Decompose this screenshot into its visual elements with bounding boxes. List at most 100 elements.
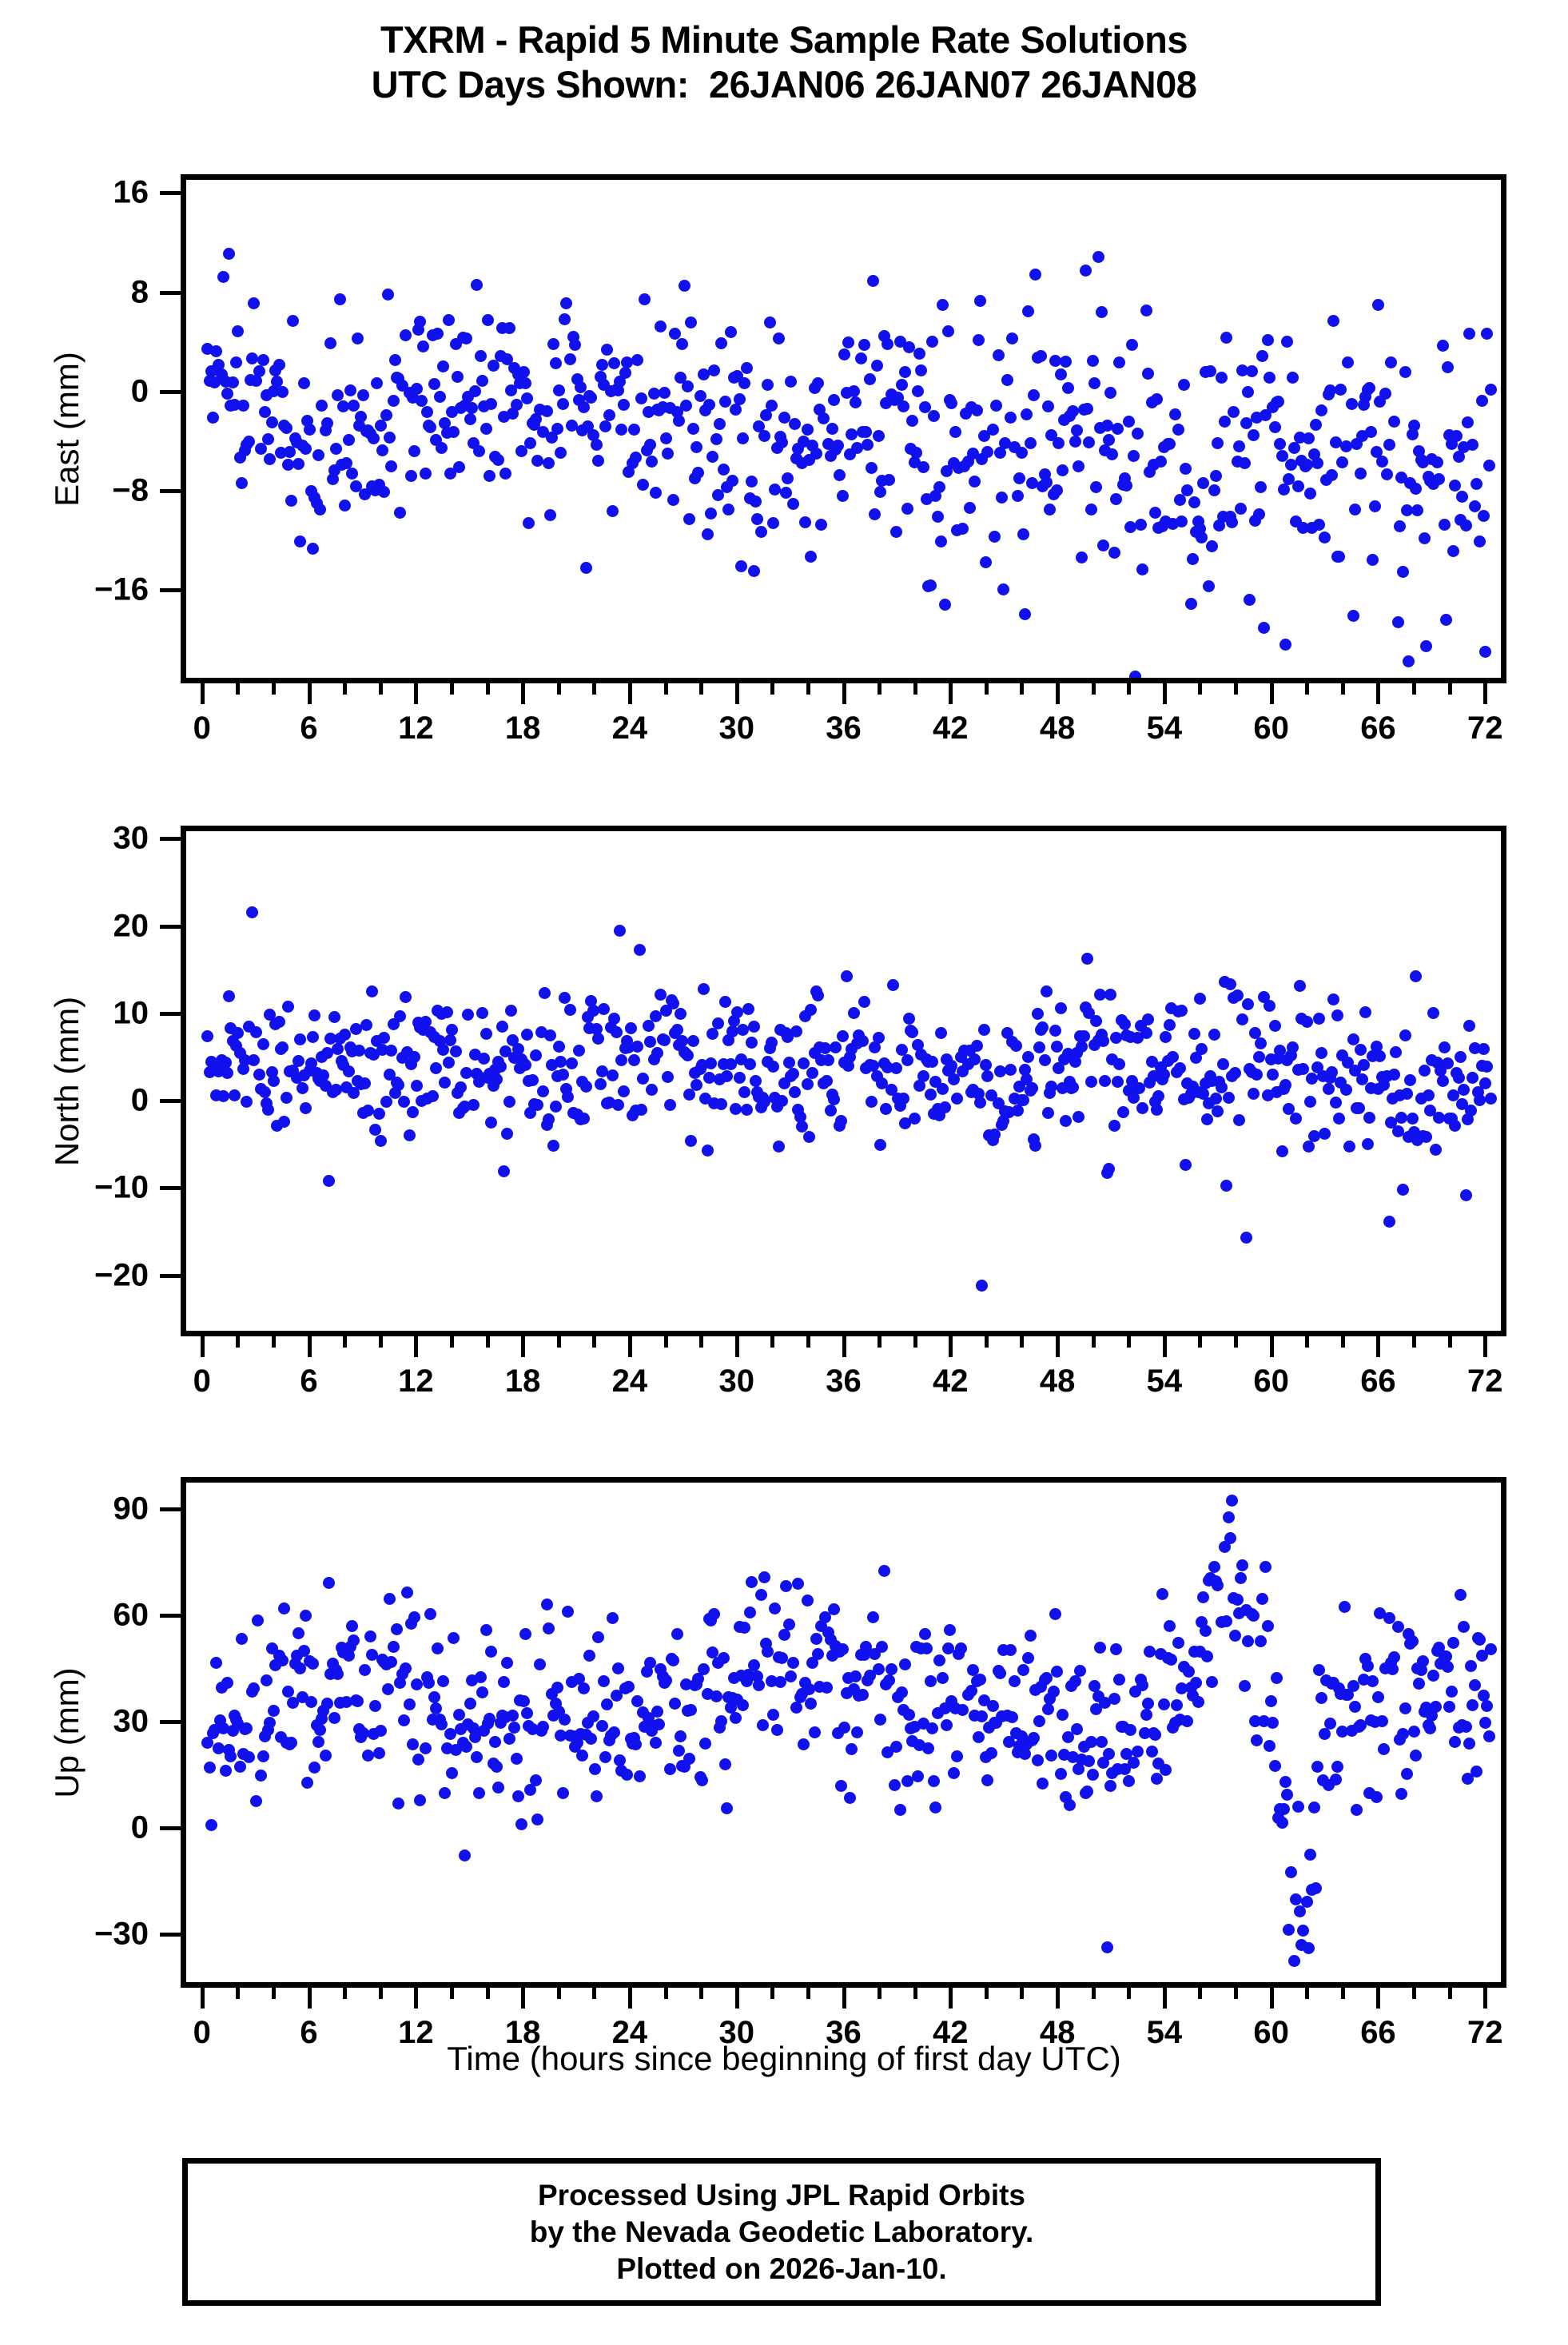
x-tick-north-62 (1305, 1336, 1310, 1348)
y-tick-label-north-20: 20 (113, 908, 149, 944)
x-tick-north-36 (842, 1336, 846, 1357)
x-tick-up-20 (556, 1988, 561, 1999)
x-tick-north-52 (1127, 1336, 1132, 1348)
x-tick-up-18 (521, 1988, 526, 2009)
x-tick-north-54 (1162, 1336, 1167, 1357)
x-tick-east-14 (449, 683, 454, 695)
x-tick-north-32 (770, 1336, 775, 1348)
x-tick-label-up-60: 60 (1253, 2015, 1289, 2050)
x-tick-up-60 (1269, 1988, 1274, 2009)
x-tick-up-46 (1020, 1988, 1025, 1999)
x-tick-up-68 (1412, 1988, 1417, 1999)
x-tick-north-50 (1091, 1336, 1096, 1348)
x-tick-label-east-36: 36 (826, 711, 862, 746)
x-tick-label-east-18: 18 (504, 711, 541, 746)
x-tick-east-64 (1340, 683, 1345, 695)
x-tick-east-30 (734, 683, 739, 704)
x-tick-east-8 (343, 683, 348, 695)
x-tick-up-40 (913, 1988, 917, 1999)
x-tick-north-18 (521, 1336, 526, 1357)
x-tick-label-north-12: 12 (398, 1364, 434, 1399)
x-tick-label-up-36: 36 (826, 2015, 862, 2050)
x-axis-title: Time (hours since beginning of first day… (447, 2040, 1121, 2077)
x-tick-label-east-12: 12 (398, 711, 434, 746)
x-tick-north-28 (699, 1336, 704, 1348)
x-tick-label-north-54: 54 (1146, 1364, 1183, 1399)
x-tick-up-62 (1305, 1988, 1310, 1999)
x-tick-east-44 (984, 683, 989, 695)
x-tick-up-12 (414, 1988, 419, 2009)
x-tick-north-4 (271, 1336, 276, 1348)
y-tick-label-up-30: 30 (113, 1703, 149, 1739)
y-tick-up-60 (160, 1614, 181, 1618)
x-tick-label-north-48: 48 (1039, 1364, 1076, 1399)
y-tick-label-north-30: 30 (113, 820, 149, 856)
x-tick-up-8 (343, 1988, 348, 1999)
x-tick-label-north-66: 66 (1360, 1364, 1396, 1399)
scatter-points-up (186, 1483, 1501, 1982)
x-tick-east-58 (1234, 683, 1239, 695)
x-tick-north-30 (734, 1336, 739, 1357)
x-tick-east-34 (806, 683, 810, 695)
x-tick-north-70 (1447, 1336, 1452, 1348)
y-tick-up-30 (160, 1720, 181, 1725)
x-tick-up-32 (770, 1988, 775, 1999)
y-tick-label-up--30: −30 (94, 1916, 149, 1952)
x-tick-up-16 (485, 1988, 490, 1999)
x-tick-east-16 (485, 683, 490, 695)
x-tick-east-62 (1305, 683, 1310, 695)
x-tick-label-up-24: 24 (611, 2015, 648, 2050)
x-tick-east-0 (200, 683, 205, 704)
y-tick-label-east-8: 8 (130, 274, 149, 310)
x-tick-up-48 (1056, 1988, 1061, 2009)
y-tick-up-90 (160, 1507, 181, 1511)
y-tick-east--8 (160, 489, 181, 494)
y-tick-east-8 (160, 290, 181, 295)
x-tick-label-east-0: 0 (193, 711, 211, 746)
x-tick-up-26 (663, 1988, 668, 1999)
footer-line-1: Processed Using JPL Rapid Orbits (538, 2178, 1025, 2212)
x-tick-up-70 (1447, 1988, 1452, 1999)
x-tick-east-18 (521, 683, 526, 704)
x-tick-label-north-42: 42 (933, 1364, 969, 1399)
y-tick-label-east-16: 16 (113, 174, 149, 210)
footer-credit-box: Processed Using JPL Rapid Orbits by the … (182, 2158, 1381, 2306)
x-tick-up-34 (806, 1988, 810, 1999)
x-tick-up-66 (1376, 1988, 1381, 2009)
x-tick-east-52 (1127, 683, 1132, 695)
x-tick-label-east-42: 42 (933, 711, 969, 746)
y-tick-north-10 (160, 1011, 181, 1016)
x-tick-north-16 (485, 1336, 490, 1348)
x-tick-north-22 (592, 1336, 597, 1348)
y-tick-label-north-0: 0 (130, 1082, 149, 1118)
x-tick-up-54 (1162, 1988, 1167, 2009)
x-tick-north-20 (556, 1336, 561, 1348)
x-tick-north-48 (1056, 1336, 1061, 1357)
y-tick-label-up-90: 90 (113, 1491, 149, 1527)
x-tick-up-38 (878, 1988, 882, 1999)
y-tick-east--16 (160, 588, 181, 593)
x-tick-north-2 (236, 1336, 241, 1348)
x-tick-label-east-6: 6 (300, 711, 318, 746)
y-tick-label-east-0: 0 (130, 373, 149, 409)
x-tick-north-44 (984, 1336, 989, 1348)
x-tick-label-east-66: 66 (1360, 711, 1396, 746)
x-tick-up-44 (984, 1988, 989, 1999)
x-tick-label-up-66: 66 (1360, 2015, 1396, 2050)
title-line-1: TXRM - Rapid 5 Minute Sample Rate Soluti… (380, 18, 1188, 61)
y-tick-up-0 (160, 1826, 181, 1831)
x-tick-north-66 (1376, 1336, 1381, 1357)
x-tick-label-up-0: 0 (193, 2015, 211, 2050)
x-tick-east-40 (913, 683, 917, 695)
x-tick-north-0 (200, 1336, 205, 1357)
x-tick-up-72 (1483, 1988, 1488, 2009)
x-tick-up-36 (842, 1988, 846, 2009)
x-tick-up-10 (378, 1988, 383, 1999)
x-tick-label-up-72: 72 (1467, 2015, 1503, 2050)
x-tick-east-56 (1198, 683, 1203, 695)
x-tick-up-24 (627, 1988, 632, 2009)
x-tick-east-26 (663, 683, 668, 695)
x-tick-north-38 (878, 1336, 882, 1348)
footer-line-3: Plotted on 2026-Jan-10. (616, 2251, 947, 2285)
